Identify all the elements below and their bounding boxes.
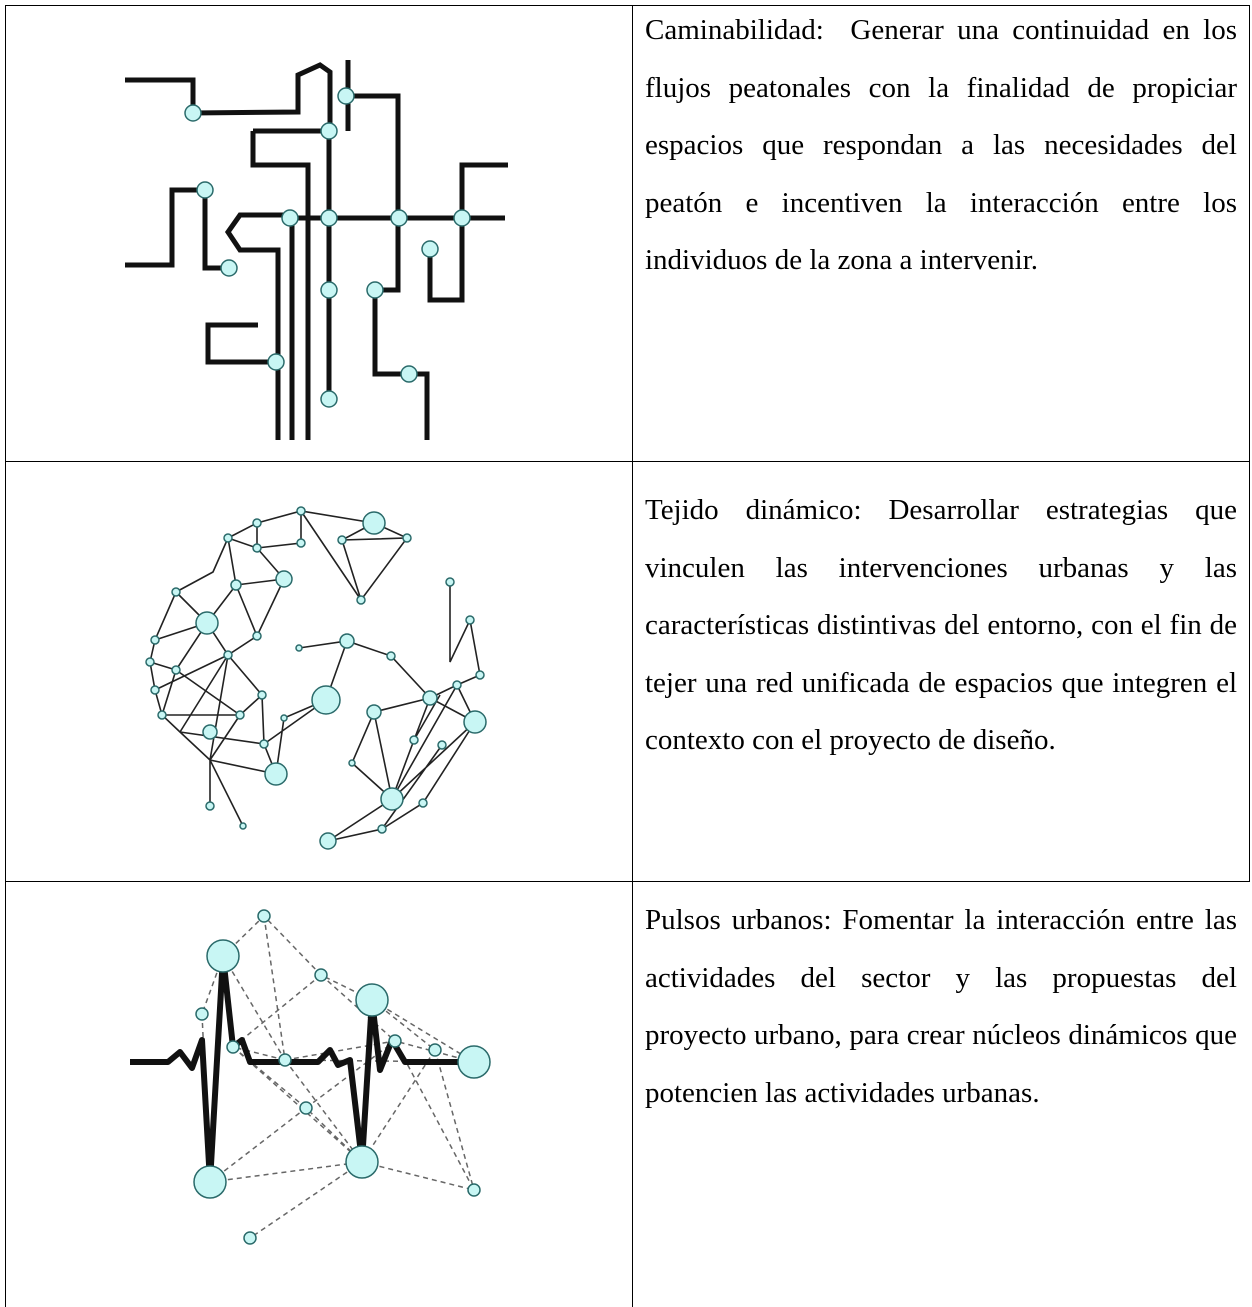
cell-text: Pulsos urbanos: Fomentar la interacción … [645, 904, 1245, 1109]
table-border [5, 5, 1250, 6]
fabric-nodes [145, 506, 487, 850]
walkability-icon [125, 60, 508, 440]
fabric-icon [149, 510, 481, 842]
table-border [5, 461, 1250, 462]
walkability-nodes [184, 87, 471, 408]
table-border [5, 881, 1250, 882]
table-border [5, 5, 6, 1307]
illustrations [125, 60, 508, 1245]
pulse-icon [130, 909, 491, 1245]
table-border [1249, 5, 1250, 881]
cell-text: Tejido dinámico: Desarrollar estrategias… [645, 494, 1245, 756]
table-border [632, 5, 633, 1307]
cell-text: Caminabilidad: Generar una continuidad e… [645, 14, 1245, 276]
